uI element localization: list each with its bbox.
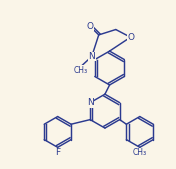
Text: O: O bbox=[87, 22, 94, 31]
Text: O: O bbox=[127, 33, 134, 42]
Text: N: N bbox=[87, 98, 93, 107]
Text: N: N bbox=[88, 52, 95, 61]
Text: CH₃: CH₃ bbox=[133, 148, 147, 157]
Text: F: F bbox=[55, 148, 60, 157]
Text: CH₃: CH₃ bbox=[74, 66, 88, 75]
